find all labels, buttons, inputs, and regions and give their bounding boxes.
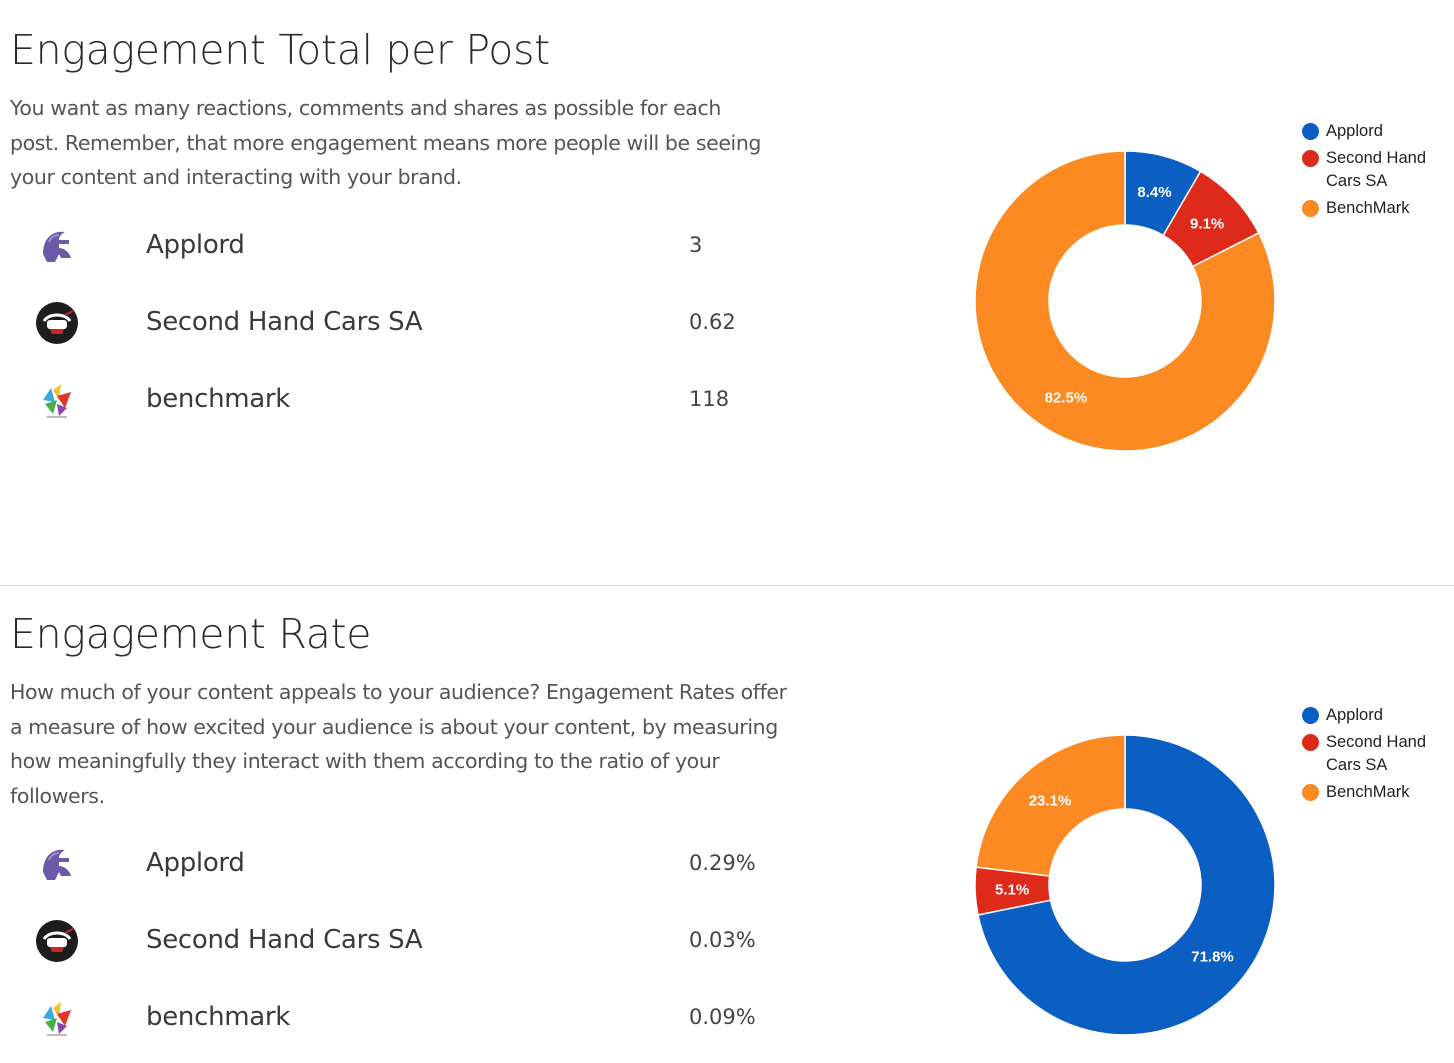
engagement-rate-section: Engagement Rate How much of your content… xyxy=(0,586,1454,1063)
slice-value-label: 82.5% xyxy=(1045,389,1088,406)
legend-swatch xyxy=(1302,200,1319,217)
car-badge-icon xyxy=(36,302,78,344)
legend-label: BenchMark xyxy=(1326,783,1410,801)
legend-swatch xyxy=(1302,784,1319,801)
legend-item: Second Hand Cars SA xyxy=(1300,147,1450,193)
brand-value: 0.09% xyxy=(689,1005,756,1029)
legend-label: Second Hand Cars SA xyxy=(1326,149,1426,190)
legend-item: Second Hand Cars SA xyxy=(1300,731,1450,777)
legend-item: BenchMark xyxy=(1300,197,1450,220)
spartan-helmet-icon xyxy=(43,231,71,262)
brand-row-second-hand-cars: Second Hand Cars SA 0.62 xyxy=(0,293,800,353)
brand-name: benchmark xyxy=(146,384,291,414)
legend-label: Applord xyxy=(1326,122,1383,140)
brand-value: 0.29% xyxy=(689,851,756,875)
brand-name: Second Hand Cars SA xyxy=(146,307,423,337)
legend-swatch xyxy=(1302,734,1319,751)
donut-slice-benchmark xyxy=(974,150,1276,452)
donut-slice-applord xyxy=(977,734,1276,1036)
donut-chart: 8.4% 9.1% 82.5% xyxy=(974,150,1276,452)
donut-slice-benchmark xyxy=(975,734,1126,877)
section-title: Engagement Total per Post xyxy=(10,26,550,74)
brand-value: 118 xyxy=(689,387,730,411)
legend-label: Second Hand Cars SA xyxy=(1326,733,1426,774)
section-divider xyxy=(0,585,1454,586)
engagement-total-section: Engagement Total per Post You want as ma… xyxy=(0,26,1450,452)
brand-row-benchmark: benchmark 118 xyxy=(0,370,800,430)
donut-chart: 71.8% 5.1% 23.1% xyxy=(974,734,1276,1036)
legend-swatch xyxy=(1302,123,1319,140)
brand-name: Applord xyxy=(146,230,245,260)
brand-name: Applord xyxy=(146,848,245,878)
legend-swatch xyxy=(1302,150,1319,167)
section-title: Engagement Rate xyxy=(10,610,372,658)
chart-legend: Applord Second Hand Cars SA BenchMark xyxy=(1300,704,1450,808)
section-description: You want as many reactions, comments and… xyxy=(10,96,762,189)
legend-item: Applord xyxy=(1300,704,1450,727)
legend-item: Applord xyxy=(1300,120,1450,143)
slice-value-label: 8.4% xyxy=(1137,184,1171,201)
section-description: How much of your content appeals to your… xyxy=(10,680,787,808)
car-badge-icon xyxy=(36,920,78,962)
legend-swatch xyxy=(1302,707,1319,724)
colorful-bird-icon xyxy=(43,384,71,418)
spartan-helmet-icon xyxy=(43,849,71,880)
slice-value-label: 23.1% xyxy=(1029,792,1072,809)
brand-value: 0.03% xyxy=(689,928,756,952)
slice-value-label: 71.8% xyxy=(1191,948,1234,965)
brand-value: 0.62 xyxy=(689,310,736,334)
brand-row-applord: Applord 3 xyxy=(0,216,800,276)
slice-value-label: 9.1% xyxy=(1190,215,1224,232)
legend-item: BenchMark xyxy=(1300,781,1450,804)
chart-legend: Applord Second Hand Cars SA BenchMark xyxy=(1300,120,1450,224)
colorful-bird-icon xyxy=(43,1002,71,1036)
brand-row-applord: Applord 0.29% xyxy=(0,834,800,894)
brand-row-benchmark: benchmark 0.09% xyxy=(0,988,800,1048)
legend-label: BenchMark xyxy=(1326,199,1410,217)
slice-value-label: 5.1% xyxy=(995,882,1029,899)
brand-name: benchmark xyxy=(146,1002,291,1032)
brand-row-second-hand-cars: Second Hand Cars SA 0.03% xyxy=(0,911,800,971)
brand-value: 3 xyxy=(689,233,703,257)
brand-name: Second Hand Cars SA xyxy=(146,925,423,955)
legend-label: Applord xyxy=(1326,706,1383,724)
